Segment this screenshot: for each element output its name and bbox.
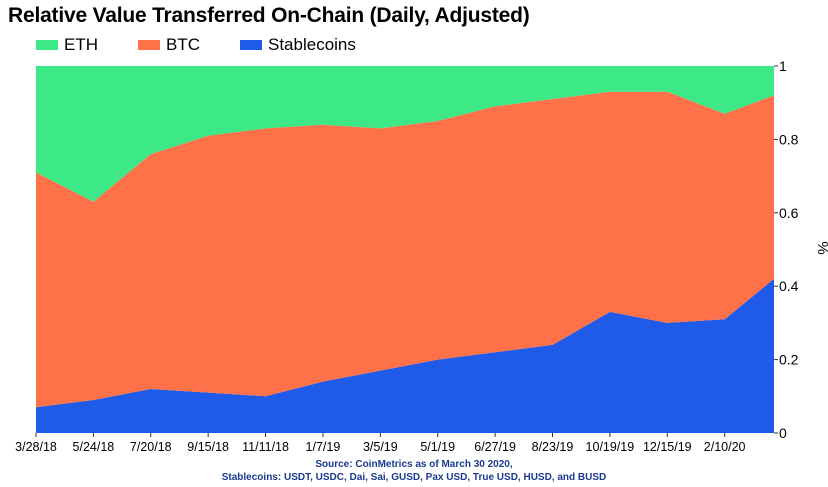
x-tick-label: 2/10/20 xyxy=(704,440,746,454)
x-tick-label: 9/15/18 xyxy=(187,440,229,454)
legend-swatch-eth xyxy=(36,40,58,50)
source-note: Source: CoinMetrics as of March 30 2020,… xyxy=(0,458,828,484)
legend-item-btc: BTC xyxy=(138,35,200,55)
source-line-1: Source: CoinMetrics as of March 30 2020, xyxy=(315,459,513,470)
x-axis: 3/28/18 5/24/18 7/20/18 9/15/18 11/11/18 1/7/… xyxy=(15,433,746,454)
legend-label-stablecoins: Stablecoins xyxy=(268,35,356,54)
legend-swatch-stablecoins xyxy=(240,40,262,50)
legend: ETH BTC Stablecoins xyxy=(36,34,396,56)
x-tick-label: 11/11/18 xyxy=(242,440,289,454)
y-tick-label: 0.4 xyxy=(779,278,799,294)
x-tick-label: 1/7/19 xyxy=(306,440,341,454)
y-tick-label: 0.6 xyxy=(779,205,799,221)
y-tick-label: 0 xyxy=(779,425,787,441)
legend-swatch-btc xyxy=(138,40,160,50)
x-tick-label: 10/19/19 xyxy=(586,440,635,454)
x-tick-label: 5/1/19 xyxy=(420,440,455,454)
y-tick-label: 0.2 xyxy=(779,352,799,368)
x-tick-label: 7/20/18 xyxy=(130,440,172,454)
chart-title: Relative Value Transferred On-Chain (Dai… xyxy=(8,4,530,27)
y-axis-label: % xyxy=(814,241,828,254)
x-tick-label: 3/5/19 xyxy=(363,440,398,454)
legend-label-btc: BTC xyxy=(166,35,200,54)
area-eth xyxy=(36,66,774,202)
x-tick-label: 3/28/18 xyxy=(15,440,57,454)
area-btc xyxy=(36,91,774,408)
x-tick-label: 5/24/18 xyxy=(73,440,115,454)
legend-label-eth: ETH xyxy=(64,35,98,54)
area-stablecoins xyxy=(36,278,774,433)
x-tick-label: 6/27/19 xyxy=(474,440,516,454)
legend-item-stablecoins: Stablecoins xyxy=(240,35,356,55)
chart-areas xyxy=(36,66,774,433)
y-axis: 0 0.2 0.4 0.6 0.8 1 xyxy=(774,58,799,441)
legend-item-eth: ETH xyxy=(36,35,98,55)
source-line-2: Stablecoins: USDT, USDC, Dai, Sai, GUSD,… xyxy=(221,472,607,483)
y-tick-label: 1 xyxy=(779,58,787,74)
y-tick-label: 0.8 xyxy=(779,131,799,147)
x-tick-label: 8/23/19 xyxy=(532,440,574,454)
x-tick-label: 12/15/19 xyxy=(643,440,692,454)
